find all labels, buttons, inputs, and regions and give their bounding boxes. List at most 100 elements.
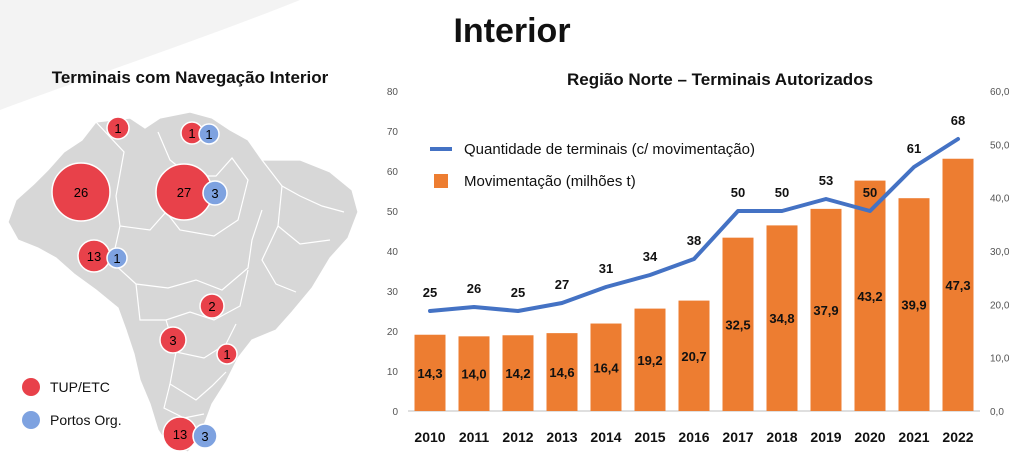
bar: [766, 225, 798, 411]
tup-legend-swatch: [22, 378, 40, 396]
y-left-tick-label: 50: [387, 207, 399, 218]
bar-value-label: 19,2: [637, 353, 662, 368]
marker-roraima: 1: [106, 116, 130, 140]
bar-value-label: 37,9: [813, 303, 838, 318]
y-right-tick-label: 60,0: [990, 87, 1010, 98]
series-line: [428, 137, 960, 313]
bar: [898, 198, 930, 411]
line-value-label: 53: [819, 173, 833, 188]
line-value-label: 25: [423, 285, 437, 300]
bar-value-label: 34,8: [769, 311, 794, 326]
line-value-label: 50: [863, 185, 877, 200]
y-right-tick-label: 30,0: [990, 247, 1010, 258]
legend-item-line: Quantidade de terminais (c/ movimentação…: [430, 133, 755, 165]
bar: [722, 237, 754, 411]
line-value-label: 31: [599, 261, 613, 276]
y-left-tick-label: 80: [387, 87, 399, 98]
x-tick-label: 2015: [634, 429, 665, 445]
line-value-label: 34: [643, 249, 658, 264]
marker-rio-grande-sul: 13 3: [162, 416, 218, 452]
marker-amapa: 1 1: [180, 121, 220, 145]
bar: [502, 335, 534, 411]
line-value-label: 50: [731, 185, 745, 200]
bar-value-label: 32,5: [725, 317, 750, 332]
bar: [854, 180, 886, 411]
x-tick-label: 2019: [810, 429, 841, 445]
chart-legend: Quantidade de terminais (c/ movimentação…: [430, 133, 755, 197]
map-markers: 1 1 1 26 27 3 13 1 2 3: [51, 116, 238, 452]
bar: [458, 336, 490, 411]
marker-goias: 2: [199, 293, 225, 319]
marker-tup-label: 13: [87, 249, 101, 264]
y-left-tick-label: 60: [387, 167, 399, 178]
bar-line-chart: 0 10 20 30 40 50 60 70 80 0,0 10,0 20,0 30,0 40,0 50,0…: [387, 87, 1010, 445]
line-value-label: 68: [951, 113, 965, 128]
bar: [942, 158, 974, 411]
bar-value-label: 16,4: [593, 360, 619, 375]
y-left-tick-label: 70: [387, 127, 399, 138]
tup-legend-label: TUP/ETC: [50, 379, 110, 395]
bar-value-label: 14,3: [417, 366, 442, 381]
marker-sao-paulo: 1: [216, 343, 238, 365]
y-left-tick-label: 10: [387, 367, 399, 378]
map-legend-tup: TUP/ETC: [22, 378, 110, 396]
map-legend-org: Portos Org.: [22, 411, 122, 429]
line-legend-swatch: [430, 147, 452, 151]
y-right-tick-label: 20,0: [990, 300, 1010, 311]
marker-tup-label: 13: [173, 427, 187, 442]
marker-tup-label: 2: [208, 299, 215, 314]
org-legend-swatch: [22, 411, 40, 429]
bar: [590, 323, 622, 411]
marker-tup-label: 26: [74, 185, 88, 200]
marker-org-label: 3: [201, 429, 208, 444]
line-value-label: 27: [555, 277, 569, 292]
marker-tup-label: 1: [188, 126, 195, 141]
marker-org-label: 1: [113, 251, 120, 266]
marker-tup-label: 27: [177, 185, 191, 200]
bar-value-label: 20,7: [681, 349, 706, 364]
y-right-tick-label: 10,0: [990, 354, 1010, 365]
bar: [634, 308, 666, 411]
y-left-tick-label: 0: [392, 407, 398, 418]
map-title: Terminais com Navegação Interior: [51, 68, 329, 87]
x-tick-label: 2010: [414, 429, 445, 445]
bar-legend-label: Movimentação (milhões t): [464, 172, 636, 190]
line-value-label: 38: [687, 233, 701, 248]
x-tick-label: 2011: [459, 429, 490, 445]
y-right-tick-label: 50,0: [990, 140, 1010, 151]
org-legend-label: Portos Org.: [50, 412, 122, 428]
map-shape: [7, 111, 359, 453]
chart-title: Região Norte – Terminais Autorizados: [566, 70, 874, 89]
marker-tup-label: 3: [169, 333, 176, 348]
bar-value-label: 39,9: [901, 298, 926, 313]
marker-rondonia: 13 1: [77, 239, 128, 273]
y-left-tick-label: 20: [387, 327, 399, 338]
y-left-tick-label: 40: [387, 247, 399, 258]
line-value-label: 50: [775, 185, 789, 200]
bar-value-label: 14,0: [461, 367, 486, 382]
marker-tup-label: 1: [114, 121, 121, 136]
bar-value-label: 43,2: [857, 289, 882, 304]
line-value-label: 26: [467, 281, 481, 296]
y-right-tick-label: 40,0: [990, 194, 1010, 205]
bar-legend-swatch: [434, 174, 448, 188]
bar-value-label: 47,3: [945, 278, 970, 293]
marker-org-label: 3: [211, 186, 218, 201]
marker-amazonas: 26: [51, 162, 111, 222]
x-tick-label: 2014: [590, 429, 621, 445]
x-tick-label: 2021: [898, 429, 929, 445]
line-value-label: 61: [907, 141, 921, 156]
marker-tup-label: 1: [223, 347, 230, 362]
x-tick-label: 2012: [502, 429, 533, 445]
bar: [546, 333, 578, 411]
x-tick-label: 2020: [854, 429, 885, 445]
bar: [678, 300, 710, 411]
x-tick-label: 2022: [942, 429, 973, 445]
marker-para: 27 3: [155, 163, 228, 221]
x-tick-label: 2018: [766, 429, 797, 445]
legend-item-bar: Movimentação (milhões t): [430, 165, 755, 197]
x-tick-label: 2017: [722, 429, 753, 445]
y-left-tick-label: 30: [387, 287, 399, 298]
bar: [810, 208, 842, 411]
brazil-map: 1 1 1 26 27 3 13 1 2 3: [7, 111, 359, 453]
